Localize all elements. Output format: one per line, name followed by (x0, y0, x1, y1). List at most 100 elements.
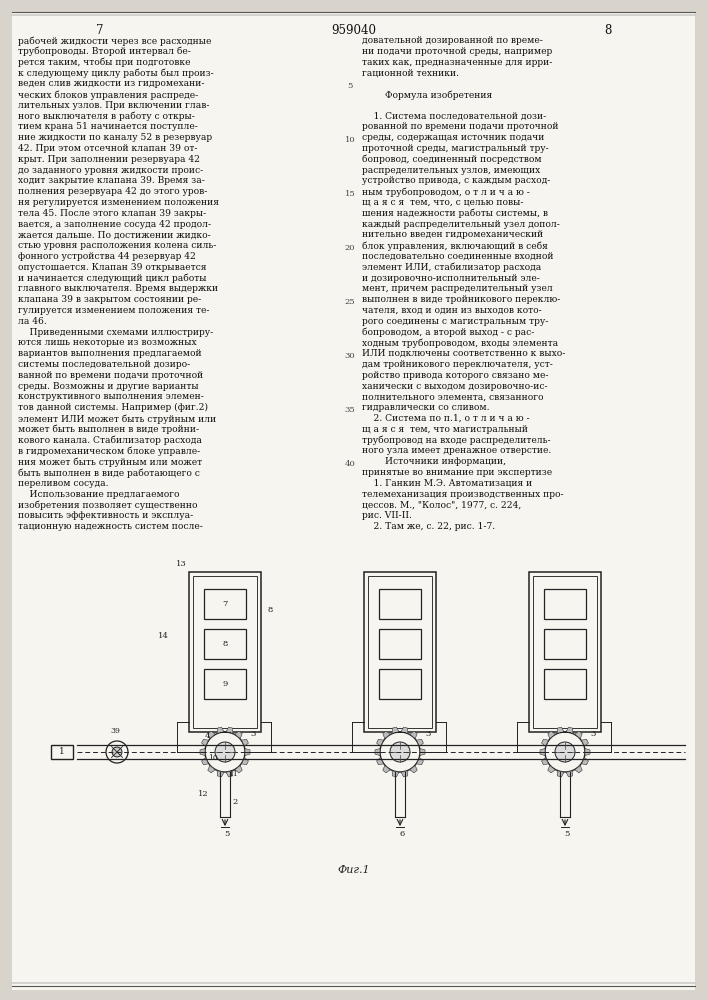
Polygon shape (566, 727, 573, 733)
Polygon shape (575, 731, 583, 739)
Bar (193, 576, 257, 728)
Text: щ а я с я  тем, что магистральный: щ а я с я тем, что магистральный (362, 425, 528, 434)
Text: ня регулируется изменением положения: ня регулируется изменением положения (18, 198, 219, 207)
Text: ИЛИ подключены соответственно к выхо-: ИЛИ подключены соответственно к выхо- (362, 349, 566, 358)
Text: чателя, вход и один из выходов кото-: чателя, вход и один из выходов кото- (362, 306, 542, 315)
Text: 11: 11 (228, 770, 238, 778)
Polygon shape (557, 727, 564, 733)
Bar (204, 629, 246, 659)
Text: 39: 39 (110, 727, 120, 735)
Text: 10: 10 (208, 754, 218, 762)
Text: ходит закрытие клапана 39. Время за-: ходит закрытие клапана 39. Время за- (18, 176, 205, 185)
Text: повысить эффективность и эксплуа-: повысить эффективность и эксплуа- (18, 511, 193, 520)
Polygon shape (420, 748, 425, 756)
Text: щ а я с я  тем, что, с целью повы-: щ а я с я тем, что, с целью повы- (362, 198, 523, 207)
Polygon shape (557, 771, 564, 777)
Polygon shape (542, 758, 549, 765)
Text: системы последовательной дозиро-: системы последовательной дозиро- (18, 360, 190, 369)
Text: таких как, предназначенные для ирри-: таких как, предназначенные для ирри- (362, 58, 552, 67)
Polygon shape (242, 758, 248, 765)
Polygon shape (226, 771, 233, 777)
Text: крыт. При заполнении резервуара 42: крыт. При заполнении резервуара 42 (18, 155, 200, 164)
Text: 42. При этом отсечной клапан 39 от-: 42. При этом отсечной клапан 39 от- (18, 144, 197, 153)
Polygon shape (416, 758, 423, 765)
Text: элемент ИЛИ, стабилизатор расхода: элемент ИЛИ, стабилизатор расхода (362, 263, 542, 272)
Bar (379, 589, 421, 619)
Polygon shape (548, 765, 555, 773)
Text: 2: 2 (233, 798, 238, 806)
Text: до заданного уровня жидкости проис-: до заданного уровня жидкости проис- (18, 166, 203, 175)
Text: ханически с выходом дозировочно-ис-: ханически с выходом дозировочно-ис- (362, 382, 548, 391)
Text: ного выключателя в работу с откры-: ного выключателя в работу с откры- (18, 112, 195, 121)
Text: 30: 30 (345, 352, 356, 360)
Text: проточной среды, магистральный тру-: проточной среды, магистральный тру- (362, 144, 549, 153)
Text: 1: 1 (59, 748, 65, 756)
Text: принятые во внимание при экспертизе: принятые во внимание при экспертизе (362, 468, 552, 477)
Text: Формула изобретения: Формула изобретения (362, 90, 492, 100)
Polygon shape (208, 731, 215, 739)
Text: гулируется изменением положения те-: гулируется изменением положения те- (18, 306, 209, 315)
Text: 2. Там же, с. 22, рис. 1-7.: 2. Там же, с. 22, рис. 1-7. (362, 522, 495, 531)
Text: к следующему циклу работы был произ-: к следующему циклу работы был произ- (18, 68, 214, 78)
Text: клапана 39 в закрытом состоянии ре-: клапана 39 в закрытом состоянии ре- (18, 295, 201, 304)
Text: 1. Ганкин М.Э. Автоматизация и: 1. Ганкин М.Э. Автоматизация и (362, 479, 532, 488)
Text: изобретения позволяет существенно: изобретения позволяет существенно (18, 500, 197, 510)
Polygon shape (548, 731, 555, 739)
Text: гационной техники.: гационной техники. (362, 68, 459, 77)
Bar (529, 572, 601, 732)
Text: 20: 20 (345, 244, 355, 252)
Text: ным трубопроводом, о т л и ч а ю -: ным трубопроводом, о т л и ч а ю - (362, 187, 530, 197)
Polygon shape (542, 739, 549, 746)
Text: ла 46.: ла 46. (18, 317, 47, 326)
Text: главного выключателя. Время выдержки: главного выключателя. Время выдержки (18, 284, 218, 293)
Text: 13: 13 (175, 560, 187, 568)
Bar (544, 589, 586, 619)
Polygon shape (382, 731, 390, 739)
Polygon shape (201, 758, 209, 765)
Text: довательной дозированной по време-: довательной дозированной по време- (362, 36, 543, 45)
Circle shape (545, 732, 585, 772)
Text: тием крана 51 начинается поступле-: тием крана 51 начинается поступле- (18, 122, 198, 131)
Polygon shape (226, 727, 233, 733)
Polygon shape (377, 739, 383, 746)
Text: трубопровод на входе распределитель-: трубопровод на входе распределитель- (362, 436, 551, 445)
Text: рованной по времени подачи проточной: рованной по времени подачи проточной (362, 122, 559, 131)
Polygon shape (581, 758, 588, 765)
Polygon shape (245, 748, 250, 756)
Text: ходным трубопроводом, входы элемента: ходным трубопроводом, входы элемента (362, 338, 558, 348)
Circle shape (380, 732, 420, 772)
Text: дам тройникового переключателя, уст-: дам тройникового переключателя, уст- (362, 360, 553, 369)
Bar (533, 576, 597, 728)
Bar (364, 572, 436, 732)
Text: ются лишь некоторые из возможных: ются лишь некоторые из возможных (18, 338, 197, 347)
Polygon shape (416, 739, 423, 746)
Circle shape (555, 742, 575, 762)
Bar (368, 576, 432, 728)
Text: опустошается. Клапан 39 открывается: опустошается. Клапан 39 открывается (18, 263, 206, 272)
Text: полнительного элемента, связанного: полнительного элемента, связанного (362, 392, 544, 401)
Text: и дозировочно-исполнительный эле-: и дозировочно-исполнительный эле- (362, 274, 540, 283)
Text: жается дальше. По достижении жидко-: жается дальше. По достижении жидко- (18, 230, 211, 239)
Polygon shape (201, 739, 209, 746)
Text: вариантов выполнения предлагаемой: вариантов выполнения предлагаемой (18, 349, 201, 358)
Text: трубопроводы. Второй интервал бе-: трубопроводы. Второй интервал бе- (18, 47, 191, 56)
Circle shape (390, 742, 410, 762)
Text: последовательно соединенные входной: последовательно соединенные входной (362, 252, 554, 261)
Text: среды. Возможны и другие варианты: среды. Возможны и другие варианты (18, 382, 199, 391)
Text: устройство привода, с каждым расход-: устройство привода, с каждым расход- (362, 176, 550, 185)
Polygon shape (401, 771, 408, 777)
Polygon shape (575, 765, 583, 773)
Polygon shape (377, 758, 383, 765)
Circle shape (205, 732, 245, 772)
Text: ванной по времени подачи проточной: ванной по времени подачи проточной (18, 371, 203, 380)
Text: выполнен в виде тройникового переклю-: выполнен в виде тройникового переклю- (362, 295, 561, 304)
Text: 6: 6 (399, 830, 404, 838)
Text: Фиг.1: Фиг.1 (338, 865, 370, 875)
Polygon shape (208, 765, 215, 773)
Text: 25: 25 (345, 298, 356, 306)
Circle shape (106, 741, 128, 763)
Polygon shape (217, 727, 224, 733)
Text: 5: 5 (347, 82, 353, 90)
Text: Источники информации,: Источники информации, (362, 457, 506, 466)
Polygon shape (235, 765, 243, 773)
